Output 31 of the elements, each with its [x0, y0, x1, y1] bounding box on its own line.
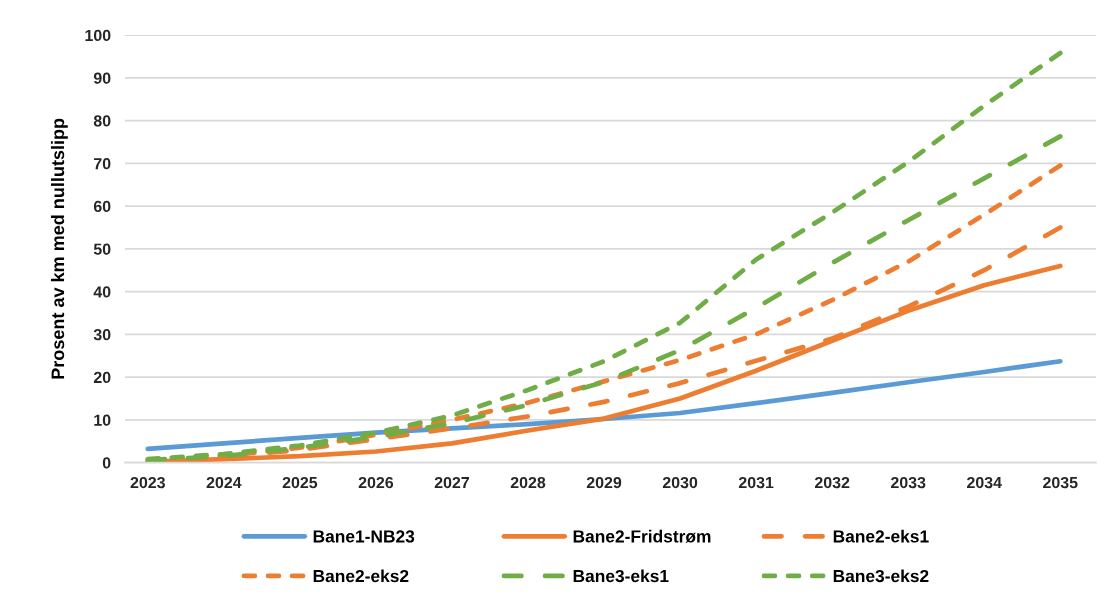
legend-label: Bane2-eks2 [313, 569, 409, 583]
x-tick-label: 2032 [814, 476, 850, 489]
y-tick-label: 90 [93, 72, 111, 84]
y-tick-label: 50 [93, 243, 111, 255]
x-tick-label: 2035 [1043, 476, 1078, 489]
x-tick-label: 2033 [890, 476, 926, 489]
x-tick-label: 2028 [510, 476, 546, 489]
x-tick-label: 2034 [967, 476, 1002, 489]
y-tick-label: 60 [93, 200, 111, 213]
legend-label: Bane3-eks2 [833, 569, 929, 583]
legend-label: Bane1-NB23 [313, 530, 415, 543]
y-tick-label: 20 [93, 371, 111, 384]
y-tick-label: 100 [85, 29, 111, 42]
x-tick-label: 2024 [206, 476, 242, 489]
x-tick-label: 2031 [738, 476, 774, 489]
legend-label: Bane2-eks1 [833, 529, 929, 543]
y-tick-label: 70 [94, 157, 111, 170]
y-tick-label: 10 [94, 414, 111, 426]
x-tick-label: 2030 [662, 476, 698, 489]
legend-label: Bane2-Fridstrøm [573, 529, 711, 543]
legend-label: Bane3-eks1 [573, 569, 669, 583]
x-tick-label: 2025 [282, 476, 318, 489]
y-tick-label: 40 [93, 286, 111, 298]
x-tick-label: 2023 [130, 476, 165, 489]
x-tick-label: 2027 [434, 476, 470, 489]
x-tick-label: 2029 [586, 476, 622, 489]
y-axis-title: Prosent av km med nullutslipp [50, 118, 68, 379]
y-tick-label: 80 [93, 115, 111, 127]
x-tick-label: 2026 [358, 476, 394, 489]
y-tick-label: 0 [102, 457, 111, 469]
y-tick-label: 30 [93, 328, 111, 341]
